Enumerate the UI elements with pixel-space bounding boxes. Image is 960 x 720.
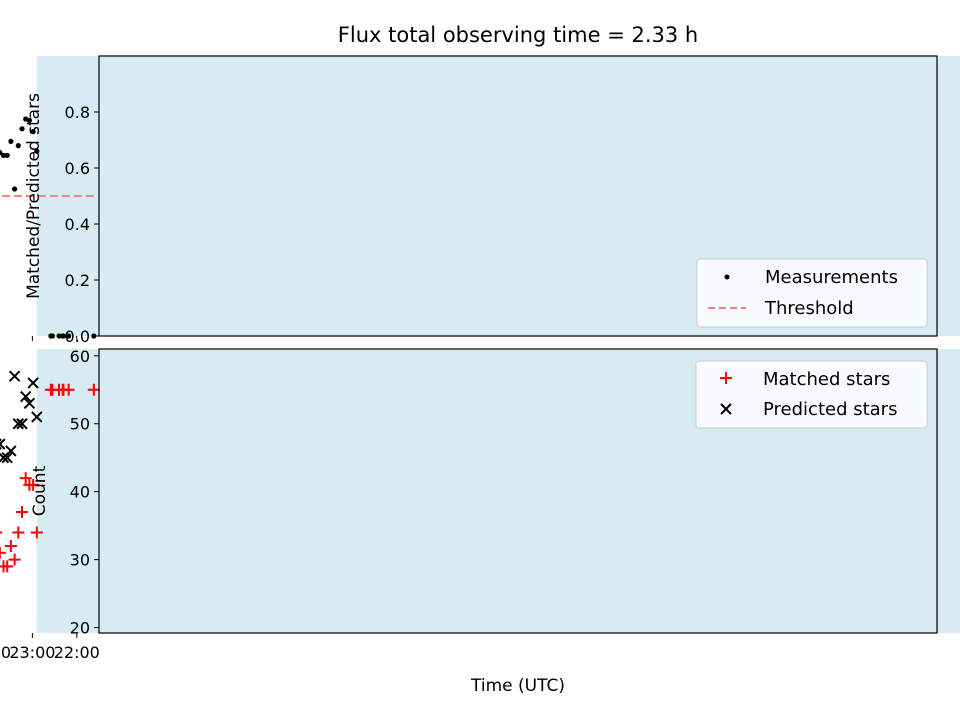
top-y-tick-label: 0.6 xyxy=(65,159,90,178)
legend-threshold-label: Threshold xyxy=(764,298,854,319)
measurement-point xyxy=(23,116,29,122)
measurement-point xyxy=(4,152,10,158)
measurement-point xyxy=(0,150,3,156)
matched-star-point xyxy=(0,546,6,559)
top-legend-frame xyxy=(696,258,928,328)
top-y-tick-label: 0.8 xyxy=(65,103,90,122)
bottom-legend-frame xyxy=(695,360,928,429)
bottom-legend: Matched stars Predicted stars xyxy=(695,360,928,429)
predicted-star-point xyxy=(27,377,39,389)
matched-star-point xyxy=(30,526,43,539)
measurement-point xyxy=(56,333,62,339)
x-axis-label: Time (UTC) xyxy=(470,676,565,696)
legend-matched-marker xyxy=(720,372,732,384)
measurement-point xyxy=(0,152,7,158)
predicted-star-point xyxy=(12,418,25,430)
matched-star-point xyxy=(4,540,17,553)
top-y-axis-label: Matched/Predicted stars xyxy=(24,93,44,299)
measurement-point xyxy=(48,333,54,339)
measurement-point xyxy=(8,138,14,144)
bottom-x-tick-label: 22:00 xyxy=(54,643,100,662)
matched-star-point xyxy=(44,383,57,396)
bottom-plot-frame xyxy=(98,348,938,634)
predicted-star-point xyxy=(20,390,32,403)
legend-predicted-label: Predicted stars xyxy=(763,399,897,420)
measurement-point xyxy=(19,126,25,132)
predicted-star-point xyxy=(16,418,28,430)
measurement-point xyxy=(30,129,36,135)
top-panel: Flux total observing time = 2.33 h 0.00.… xyxy=(0,23,960,346)
top-legend: Measurements Threshold xyxy=(696,258,928,328)
bottom-x-tick-label: 00:00 xyxy=(0,643,11,662)
matched-star-point xyxy=(8,553,21,566)
matched-star-point xyxy=(23,478,36,491)
measurement-point xyxy=(66,333,72,339)
measurement-point xyxy=(12,186,18,192)
top-y-tick-label: 0.2 xyxy=(65,271,90,290)
predicted-star-point xyxy=(0,452,10,464)
legend-measurements-label: Measurements xyxy=(765,267,898,288)
bottom-y-tick-label: 40 xyxy=(70,483,90,502)
bottom-y-tick-label: 50 xyxy=(70,415,90,434)
top-y-tick-label: 0.4 xyxy=(65,215,90,234)
predicted-star-point xyxy=(23,397,36,410)
legend-matched-label: Matched stars xyxy=(763,369,890,390)
matched-star-point xyxy=(87,383,100,396)
bottom-y-tick-label: 30 xyxy=(70,551,90,570)
top-plot-frame xyxy=(98,55,938,337)
bottom-y-axis-label: Count xyxy=(30,465,50,516)
bottom-y-tick-label: 20 xyxy=(70,619,90,638)
chart-title: Flux total observing time = 2.33 h xyxy=(338,23,698,47)
legend-predicted-marker xyxy=(720,403,732,415)
matched-star-point xyxy=(0,531,3,534)
bottom-y-tick-label: 60 xyxy=(70,347,90,366)
predicted-star-point xyxy=(0,438,6,450)
measurement-point xyxy=(34,148,40,154)
matched-star-point xyxy=(16,506,29,519)
measurement-point xyxy=(15,143,21,149)
matched-star-point xyxy=(19,472,32,485)
legend-measurements-marker xyxy=(724,274,730,280)
predicted-star-point xyxy=(1,452,13,464)
matched-star-point xyxy=(0,560,10,573)
predicted-star-point xyxy=(31,411,43,423)
bottom-x-tick-label: 23:00 xyxy=(9,643,55,662)
measurement-point xyxy=(91,333,97,339)
predicted-star-point xyxy=(8,370,21,382)
matched-star-point xyxy=(12,526,25,539)
measurement-point xyxy=(60,333,66,339)
